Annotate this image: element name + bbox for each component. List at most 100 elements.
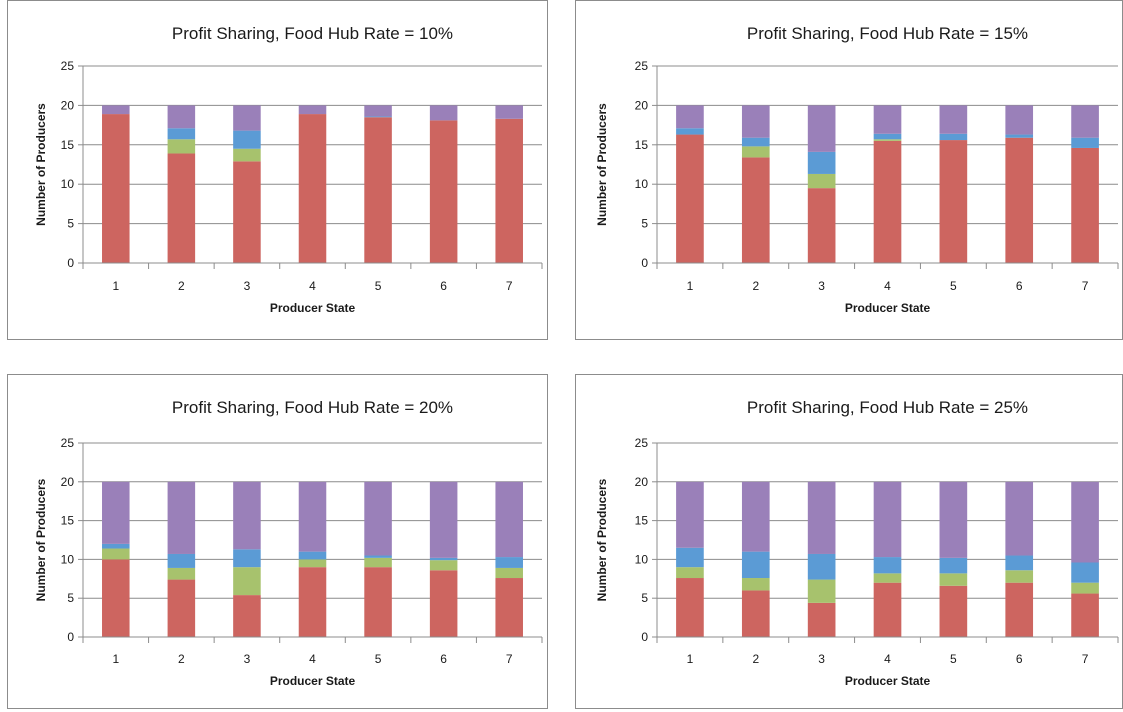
bar-segment bbox=[939, 557, 968, 574]
bar-segment bbox=[298, 567, 327, 637]
bar-segment bbox=[873, 557, 902, 574]
y-tick-label: 10 bbox=[635, 177, 649, 191]
bar-segment bbox=[807, 553, 836, 580]
bar-segment bbox=[298, 559, 327, 568]
y-tick-label: 15 bbox=[61, 514, 75, 528]
y-tick-label: 5 bbox=[67, 591, 74, 605]
bar-segment bbox=[939, 573, 968, 586]
bar-segment bbox=[364, 116, 392, 118]
bar-segment bbox=[233, 481, 261, 550]
bar-segment bbox=[298, 114, 327, 264]
bar-segment bbox=[1005, 582, 1034, 637]
bar-segment bbox=[429, 120, 458, 263]
chart-panel-rate-10: Profit Sharing, Food Hub Rate = 10% 0 5 10 1… bbox=[7, 0, 548, 340]
bar-segment bbox=[233, 148, 261, 162]
x-tick-label: 2 bbox=[178, 652, 185, 666]
bar-segment bbox=[364, 555, 392, 558]
bar-segment bbox=[807, 481, 836, 554]
bar-segment bbox=[873, 140, 902, 263]
bar-segment bbox=[1005, 555, 1034, 571]
bar-segment bbox=[233, 105, 261, 131]
bar-segment bbox=[429, 570, 458, 637]
x-tick-label: 6 bbox=[1016, 279, 1023, 293]
bar-segment bbox=[1071, 105, 1099, 138]
chart-panel-rate-15: Profit Sharing, Food Hub Rate = 15% 0 5 10 1… bbox=[575, 0, 1123, 340]
y-tick-label: 15 bbox=[635, 514, 649, 528]
x-tick-label: 2 bbox=[178, 279, 185, 293]
x-tick-label: 6 bbox=[1016, 652, 1023, 666]
x-tick-label: 4 bbox=[309, 652, 316, 666]
bar-segment bbox=[298, 105, 327, 115]
y-tick-label: 20 bbox=[61, 475, 75, 489]
chart-title: Profit Sharing, Food Hub Rate = 10% bbox=[172, 24, 453, 43]
bar-segment bbox=[1071, 147, 1099, 263]
y-tick-label: 20 bbox=[635, 98, 649, 112]
bar-segment bbox=[102, 481, 130, 544]
bar-segment bbox=[364, 567, 392, 637]
bar-segment bbox=[873, 139, 902, 141]
x-tick-label: 7 bbox=[506, 279, 513, 293]
bar-segment bbox=[1005, 105, 1034, 135]
y-tick-label: 5 bbox=[67, 217, 74, 231]
bar-segment bbox=[429, 557, 458, 561]
y-tick-label: 5 bbox=[641, 217, 648, 231]
x-tick-label: 3 bbox=[244, 279, 251, 293]
x-tick-label: 2 bbox=[752, 279, 759, 293]
chart-svg-rate-20: Profit Sharing, Food Hub Rate = 20% 0 5 10 1… bbox=[34, 398, 543, 688]
bar-segment bbox=[1005, 134, 1034, 138]
bar-segment bbox=[102, 543, 130, 549]
x-tick-label: 7 bbox=[1082, 279, 1089, 293]
bar-segment bbox=[676, 128, 704, 135]
bar-segment bbox=[1071, 593, 1099, 637]
bar-segment bbox=[873, 105, 902, 134]
x-tick-label: 5 bbox=[375, 279, 382, 293]
bar-segment bbox=[298, 551, 327, 560]
bar-segment bbox=[1071, 582, 1099, 594]
x-tick-label: 4 bbox=[309, 279, 316, 293]
bar-segment bbox=[676, 134, 704, 263]
chart-panel-rate-20: Profit Sharing, Food Hub Rate = 20% 0 5 10 1… bbox=[7, 374, 548, 709]
bar-segment bbox=[676, 105, 704, 129]
x-tick-label: 1 bbox=[112, 652, 119, 666]
bar-segment bbox=[167, 128, 196, 140]
x-tick-label: 5 bbox=[950, 279, 957, 293]
bar-segment bbox=[873, 573, 902, 583]
bar-segment bbox=[741, 146, 770, 158]
chart-panel-rate-25: Profit Sharing, Food Hub Rate = 25% 0 5 10 1… bbox=[575, 374, 1123, 709]
x-axis-label: Producer State bbox=[270, 301, 356, 315]
y-tick-label: 10 bbox=[635, 552, 649, 566]
bar-segment bbox=[233, 161, 261, 263]
bar-segment bbox=[1005, 570, 1034, 583]
bar-segment bbox=[364, 557, 392, 568]
chart-svg-rate-15: Profit Sharing, Food Hub Rate = 15% 0 5 10 1… bbox=[595, 24, 1119, 315]
bar-segment bbox=[741, 590, 770, 637]
bar-segment bbox=[741, 578, 770, 591]
bar-segment bbox=[676, 547, 704, 568]
x-tick-label: 5 bbox=[950, 652, 957, 666]
bar-segment bbox=[676, 567, 704, 579]
y-tick-label: 0 bbox=[67, 630, 74, 644]
bar-segment bbox=[167, 579, 196, 637]
bar-segment bbox=[429, 560, 458, 571]
bar-segment bbox=[873, 481, 902, 558]
bar-segment bbox=[741, 105, 770, 138]
bar-segment bbox=[167, 139, 196, 154]
bar-segment bbox=[495, 118, 523, 264]
y-axis-label: Number of Producers bbox=[34, 478, 48, 601]
x-tick-label: 3 bbox=[244, 652, 251, 666]
bar-segment bbox=[364, 117, 392, 263]
y-tick-label: 0 bbox=[641, 256, 648, 270]
bar-segment bbox=[167, 553, 196, 568]
bar-segment bbox=[364, 105, 392, 117]
bar-segment bbox=[167, 481, 196, 554]
x-axis-label: Producer State bbox=[270, 674, 356, 688]
chart-title: Profit Sharing, Food Hub Rate = 20% bbox=[172, 398, 453, 417]
chart-svg-rate-25: Profit Sharing, Food Hub Rate = 25% 0 5 10 1… bbox=[595, 398, 1119, 688]
y-tick-label: 25 bbox=[61, 436, 75, 450]
x-tick-label: 4 bbox=[884, 652, 891, 666]
y-tick-label: 25 bbox=[635, 436, 649, 450]
bar-segment bbox=[807, 173, 836, 189]
bar-segment bbox=[102, 548, 130, 560]
bar-segment bbox=[102, 105, 130, 115]
bar-segment bbox=[298, 481, 327, 552]
